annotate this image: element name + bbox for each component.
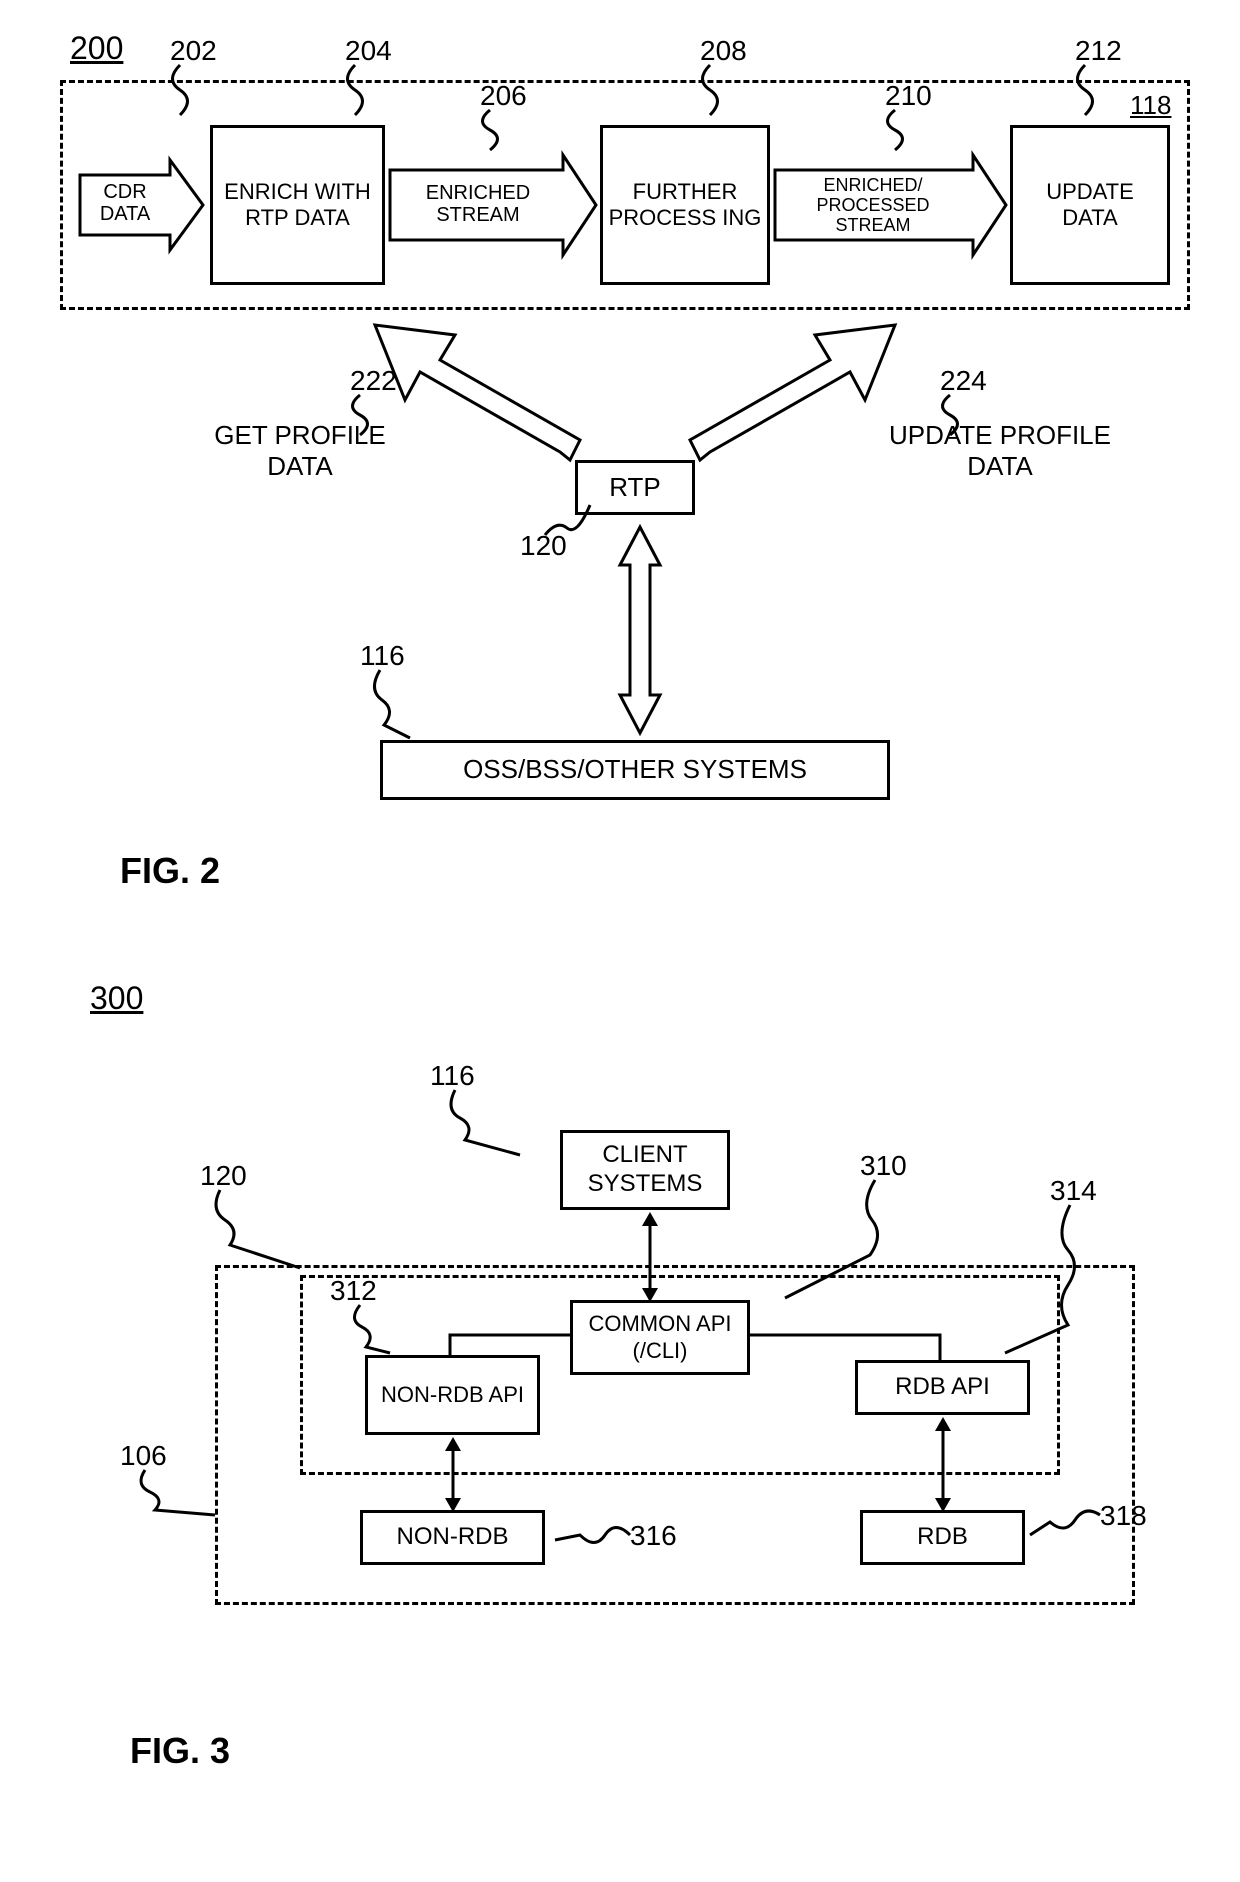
svg-text:STREAM: STREAM	[835, 215, 910, 235]
svg-text:CDR: CDR	[103, 181, 146, 203]
squiggle-116-fig2	[370, 670, 430, 740]
box-enrich-label: ENRICH WITH RTP DATA	[217, 179, 378, 232]
ref-204: 204	[345, 35, 392, 67]
fig2-arrow-processed-stream: ENRICHED/ PROCESSED STREAM	[773, 155, 1008, 255]
squiggle-120-fig3	[215, 1190, 305, 1270]
fig3-title: FIG. 3	[130, 1730, 230, 1772]
box-update-data: UPDATE DATA	[1010, 125, 1170, 285]
rtp-label: RTP	[609, 472, 661, 503]
squiggle-212	[1065, 65, 1105, 115]
arrow-rdb-api-db	[928, 1417, 958, 1512]
box-nonrdb-api: NON-RDB API	[365, 1355, 540, 1435]
ref-106: 106	[120, 1440, 167, 1472]
squiggle-316	[555, 1520, 635, 1560]
box-rdb-api: RDB API	[855, 1360, 1030, 1415]
fig2-inner-ref-118: 118	[1130, 90, 1171, 121]
squiggle-204	[335, 65, 375, 115]
squiggle-206	[470, 110, 510, 160]
arrow-rtp-oss	[575, 525, 705, 735]
box-update-label: UPDATE DATA	[1017, 179, 1163, 232]
svg-text:DATA: DATA	[100, 203, 151, 225]
oss-label: OSS/BSS/OTHER SYSTEMS	[463, 754, 807, 785]
squiggle-210	[875, 110, 915, 160]
nonrdb-label: NON-RDB	[397, 1523, 509, 1552]
line-common-nonrdb	[450, 1330, 575, 1360]
svg-text:ENRICHED: ENRICHED	[426, 182, 530, 204]
ref-222: 222	[350, 365, 397, 397]
squiggle-202	[160, 65, 200, 115]
get-profile-text: GET PROFILE DATA	[214, 420, 385, 481]
rdb-label: RDB	[917, 1523, 968, 1552]
squiggle-318	[1030, 1510, 1105, 1545]
svg-text:STREAM: STREAM	[436, 204, 519, 226]
ref-116-fig3: 116	[430, 1060, 475, 1092]
box-further-processing: FURTHER PROCESS ING	[600, 125, 770, 285]
update-profile-text: UPDATE PROFILE DATA	[889, 420, 1111, 481]
arrow-nonrdb-api-db	[438, 1437, 468, 1512]
ref-316: 316	[630, 1520, 677, 1552]
ref-116-fig2: 116	[360, 640, 405, 672]
box-nonrdb: NON-RDB	[360, 1510, 545, 1565]
ref-318: 318	[1100, 1500, 1147, 1532]
nonrdb-api-label: NON-RDB API	[381, 1382, 524, 1408]
box-common-api: COMMON API (/CLI)	[570, 1300, 750, 1375]
box-enrich-rtp: ENRICH WITH RTP DATA	[210, 125, 385, 285]
fig2-arrow-cdr: CDR DATA	[75, 160, 205, 250]
box-client-systems: CLIENT SYSTEMS	[560, 1130, 730, 1210]
client-label: CLIENT SYSTEMS	[567, 1141, 723, 1199]
box-rdb: RDB	[860, 1510, 1025, 1565]
svg-text:PROCESSED: PROCESSED	[816, 195, 929, 215]
ref-202: 202	[170, 35, 217, 67]
svg-text:ENRICHED/: ENRICHED/	[823, 175, 922, 195]
ref-310: 310	[860, 1150, 907, 1182]
fig2-title: FIG. 2	[120, 850, 220, 892]
fig3-number: 300	[90, 980, 143, 1017]
squiggle-208	[690, 65, 730, 115]
label-update-profile: UPDATE PROFILE DATA	[870, 420, 1130, 482]
box-oss: OSS/BSS/OTHER SYSTEMS	[380, 740, 890, 800]
common-api-label: COMMON API (/CLI)	[577, 1311, 743, 1364]
fig2-number: 200	[70, 30, 123, 67]
ref-208: 208	[700, 35, 747, 67]
arrow-client-common	[635, 1212, 665, 1302]
ref-120-fig3: 120	[200, 1160, 247, 1192]
rdb-api-label: RDB API	[895, 1373, 990, 1402]
line-common-rdb	[750, 1330, 950, 1365]
ref-224: 224	[940, 365, 987, 397]
ref-314: 314	[1050, 1175, 1097, 1207]
squiggle-116-fig3	[450, 1090, 530, 1160]
label-get-profile: GET PROFILE DATA	[190, 420, 410, 482]
fig2-arrow-enriched-stream: ENRICHED STREAM	[388, 155, 598, 255]
ref-212: 212	[1075, 35, 1122, 67]
squiggle-106	[140, 1470, 220, 1520]
box-further-label: FURTHER PROCESS ING	[607, 179, 763, 232]
